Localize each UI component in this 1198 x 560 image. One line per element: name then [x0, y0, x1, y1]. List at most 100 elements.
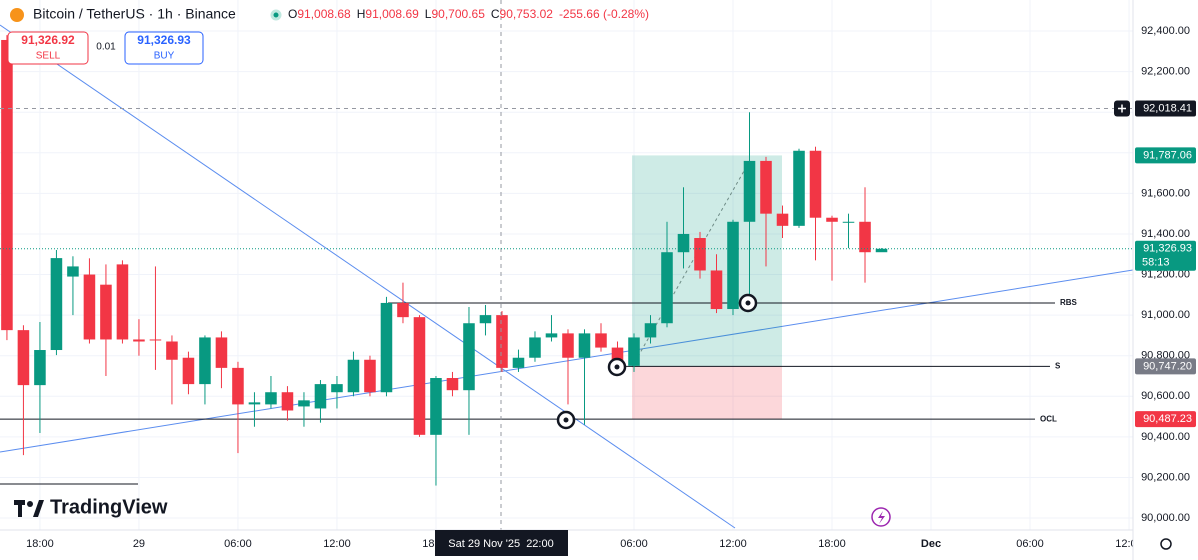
x-tick-label: 12:00	[719, 538, 747, 550]
candle-body	[826, 217, 838, 222]
candle-body	[776, 213, 789, 226]
readout-key: L	[425, 7, 432, 21]
target-badge-label: 91,787.06	[1143, 149, 1192, 161]
stop-badge-label: 90,487.23	[1143, 413, 1192, 425]
y-tick-label: 91,400.00	[1141, 228, 1190, 240]
crosshair-price-badge-label: 92,018.41	[1143, 102, 1192, 114]
add-alert-glyph	[1118, 104, 1126, 113]
candle-body	[199, 337, 211, 385]
candle-body	[232, 367, 244, 405]
symbol-title: Bitcoin / TetherUS · 1h · Binance	[33, 6, 236, 22]
grid: 18:002906:0012:0018:0006:0012:0018:00Dec…	[0, 0, 1143, 550]
x-tick-label: 06:00	[224, 538, 252, 550]
candle-body	[578, 333, 591, 358]
sell-label: SELL	[36, 51, 61, 62]
candle-body	[644, 323, 657, 338]
candle-body	[842, 221, 855, 223]
status-dot	[270, 9, 282, 21]
profit-zone	[632, 155, 782, 367]
y-tick-label: 90,600.00	[1141, 390, 1190, 402]
readout-key: H	[357, 7, 366, 21]
candle-body	[364, 359, 376, 393]
candle-body	[100, 284, 112, 340]
candle-body	[1, 39, 13, 331]
readout-value: 91,008.68	[297, 7, 351, 21]
candle-body	[661, 252, 673, 324]
candle-body	[727, 221, 739, 310]
candle-body	[50, 258, 63, 351]
entry-badge	[1135, 358, 1196, 375]
brand-logo	[14, 500, 44, 517]
candle-body	[496, 315, 508, 368]
candle-body	[677, 233, 690, 253]
y-tick-label: 91,200.00	[1141, 268, 1190, 280]
candle-body	[34, 350, 46, 386]
marker	[556, 410, 576, 430]
candle-body	[149, 339, 162, 341]
candle-body	[83, 274, 96, 340]
crosshair-time: Sat 29 Nov '25 22:00	[448, 538, 553, 550]
y-tick-label: 90,400.00	[1141, 431, 1190, 443]
candle-body	[743, 160, 756, 222]
trend-line	[0, 24, 736, 529]
readout-key: C	[491, 7, 500, 21]
y-tick-label: 91,000.00	[1141, 309, 1190, 321]
x-tick-label: Dec	[921, 538, 941, 550]
crosshair-price-badge	[1135, 100, 1196, 117]
level-label: RBS	[1060, 298, 1078, 307]
candle-body	[182, 357, 195, 385]
level-label: S	[1055, 362, 1061, 371]
ohlc-readout: O91,008.68 H91,008.69 L90,700.65 C90,753.02…	[288, 7, 649, 21]
stop-badge	[1135, 411, 1196, 428]
sell-button[interactable]	[7, 31, 89, 65]
x-tick-label: 06:00	[620, 538, 648, 550]
entry-badge-label: 90,747.20	[1143, 360, 1192, 372]
countdown: 58:13	[1142, 257, 1170, 269]
candle-body	[298, 400, 310, 407]
y-tick-label: 91,600.00	[1141, 187, 1190, 199]
candle-body	[314, 384, 327, 409]
candle-body	[595, 333, 607, 348]
settings-icon[interactable]	[1160, 538, 1172, 550]
coin-icon	[10, 8, 24, 22]
candle-body	[67, 266, 79, 277]
candle-body	[545, 333, 558, 338]
x-tick-label: 18:00	[818, 538, 846, 550]
readout-change: -255.66 (-0.28%)	[559, 7, 649, 21]
y-tick-label: 90,200.00	[1141, 471, 1190, 483]
candle-body	[397, 302, 409, 318]
x-tick-label: 18:00	[26, 538, 54, 550]
readout-value: 91,008.69	[365, 7, 419, 21]
header: Bitcoin / TetherUS · 1h · Binance O91,00…	[7, 6, 649, 65]
trend-line	[0, 269, 1133, 453]
candle-body	[446, 378, 459, 391]
candle-body	[628, 337, 640, 366]
candle-body	[166, 341, 178, 360]
buy-button[interactable]	[124, 31, 204, 65]
candle-body	[265, 392, 277, 405]
price-axis-panel	[1133, 0, 1198, 560]
candle-body	[710, 270, 723, 310]
candle-body	[215, 337, 228, 368]
candle-body	[347, 359, 360, 393]
readout-key: O	[288, 7, 297, 21]
quantity: 0.01	[96, 42, 116, 53]
candle-body	[875, 248, 888, 253]
candle-body	[760, 160, 772, 214]
candle-body	[512, 357, 525, 368]
candle-body	[793, 150, 805, 226]
current-price-badge-label: 91,326.93	[1143, 243, 1192, 255]
candle-body	[17, 330, 30, 386]
x-tick-label: 06:00	[1016, 538, 1044, 550]
candle-body	[430, 378, 442, 435]
drawings: RBS S OCL	[0, 24, 1133, 529]
overlay: TradingView	[0, 0, 1133, 530]
buy-price: 91,326.93	[137, 33, 191, 47]
crosshair-time-badge	[435, 530, 568, 556]
marker	[738, 293, 758, 313]
level-label: OCL	[1040, 414, 1057, 423]
lightning-glyph	[878, 511, 885, 524]
